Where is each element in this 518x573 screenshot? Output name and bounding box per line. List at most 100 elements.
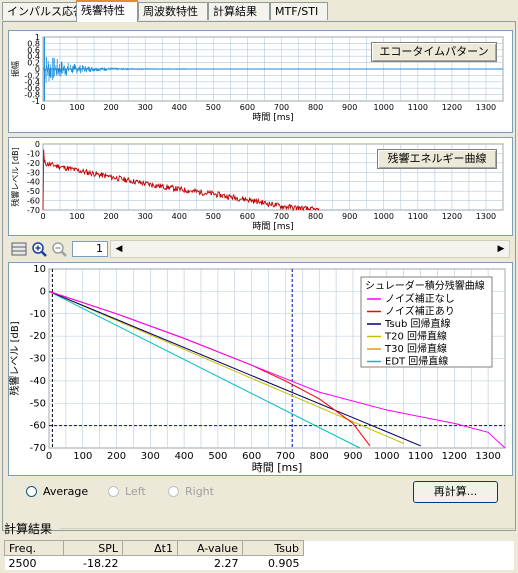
toolbar: 1 ◀ ▶: [8, 239, 513, 259]
recalculate-button[interactable]: 再計算...: [413, 481, 498, 503]
y-tick-label: -60: [30, 421, 46, 432]
scroll-right-icon[interactable]: ▶: [497, 244, 505, 254]
legend-title: シュレーダー積分残響曲線: [365, 279, 485, 292]
x-tick-label: 300: [141, 451, 160, 462]
y-tick-label: -10: [27, 149, 40, 158]
x-tick-label: 1100: [408, 451, 433, 462]
tab-frequency[interactable]: 周波数特性: [138, 2, 208, 20]
x-tick-label: 200: [107, 451, 126, 462]
x-tick-label: 0: [40, 212, 45, 221]
x-tick-label: 300: [138, 212, 153, 221]
tab-bar: インパルス応答 残響特性 周波数特性 計算結果 MTF/STI: [0, 0, 518, 22]
x-tick-label: 0: [46, 451, 52, 462]
x-tick-label: 200: [104, 103, 119, 112]
series-line-4: [48, 290, 404, 444]
header-freq[interactable]: Freq.: [4, 540, 64, 556]
y-axis-label: 振幅: [10, 61, 20, 77]
grid-icon[interactable]: [10, 240, 28, 258]
echo-pattern-button[interactable]: エコータイムパターン: [371, 42, 497, 62]
legend-item-label: ノイズ補正なし: [385, 292, 455, 305]
x-tick-label: 800: [310, 451, 329, 462]
y-tick-label: -40: [30, 376, 46, 387]
x-tick-label: 1200: [442, 451, 467, 462]
tab-impulse-response[interactable]: インパルス応答: [2, 2, 84, 20]
legend-item-label: EDT 回帰直線: [385, 355, 448, 368]
energy-curve-button[interactable]: 残響エネルギー曲線: [377, 149, 497, 169]
header-a-value[interactable]: A-value: [177, 540, 243, 556]
x-tick-label: 700: [274, 103, 289, 112]
y-tick-label: -70: [27, 206, 40, 215]
scroll-left-icon[interactable]: ◀: [115, 244, 123, 254]
y-tick-label: -70: [30, 443, 46, 454]
right-radio[interactable]: Right: [168, 485, 214, 498]
header-tsub[interactable]: Tsub: [242, 540, 304, 556]
y-axis-label: 残響レベル [dB]: [9, 321, 21, 395]
horizontal-scrollbar[interactable]: ◀ ▶: [110, 240, 510, 258]
x-tick-label: 1300: [476, 103, 496, 112]
x-tick-label: 500: [208, 451, 227, 462]
tab-mtf-sti[interactable]: MTF/STI: [270, 2, 328, 20]
energy-series: [42, 149, 320, 212]
zoom-in-icon[interactable]: [30, 240, 48, 258]
echo-series: [43, 57, 187, 83]
results-title: 計算結果: [4, 522, 53, 536]
y-tick-label: 0.2: [27, 59, 40, 68]
x-axis-label: 時間 [ms]: [252, 461, 303, 474]
x-tick-label: 400: [172, 103, 187, 112]
echo-time-panel: 1 0.8 0.6 0.4 0.2 0 -0.2 -0.4 -0.6 -0.8 -1 0 100 200 3…: [8, 30, 513, 133]
average-radio[interactable]: Average: [26, 485, 88, 498]
header-spacer: [303, 540, 514, 556]
tab-reverberation[interactable]: 残響特性: [76, 0, 138, 22]
x-tick-label: 1300: [476, 212, 496, 221]
cell-tsub: 0.905: [242, 555, 304, 570]
y-tick-label: -10: [30, 309, 46, 320]
x-tick-label: 1300: [475, 451, 500, 462]
y-tick-label: -50: [30, 398, 46, 409]
y-tick-label: -30: [27, 168, 40, 177]
x-tick-label: 1100: [408, 212, 428, 221]
x-tick-label: 100: [69, 212, 84, 221]
x-axis-label: 時間 [ms]: [252, 221, 293, 232]
results-divider: [60, 528, 514, 529]
y-axis-label: 残響レベル [dB]: [10, 147, 20, 206]
x-tick-label: 800: [308, 103, 323, 112]
legend-box: [360, 276, 493, 368]
cell-spacer: [303, 555, 514, 570]
cell-a-value: 2.27: [177, 555, 243, 570]
right-label: Right: [185, 485, 214, 498]
x-tick-label: 1200: [442, 212, 462, 221]
series-line-3: [48, 290, 421, 447]
x-tick-label: 100: [73, 451, 92, 462]
x-tick-label: 600: [240, 212, 255, 221]
results-header-row: Freq. SPL Δt1 A-value Tsub: [4, 540, 514, 556]
header-spl[interactable]: SPL: [63, 540, 123, 556]
y-tick-label: 0.4: [27, 52, 40, 61]
results-table: Freq. SPL Δt1 A-value Tsub 2500 -18.22 2…: [4, 540, 514, 570]
y-tick-label: -60: [27, 197, 40, 206]
y-tick-label: 0.6: [27, 46, 40, 55]
y-tick-label: 1: [35, 33, 40, 42]
x-tick-label: 900: [342, 212, 357, 221]
x-tick-label: 200: [104, 212, 119, 221]
table-row[interactable]: 2500 -18.22 2.27 0.905: [4, 555, 514, 570]
left-radio[interactable]: Left: [108, 485, 146, 498]
page-number-input[interactable]: 1: [72, 241, 108, 257]
tab-results[interactable]: 計算結果: [208, 2, 270, 20]
y-tick-label: 0: [40, 286, 46, 297]
y-tick-label: -50: [27, 187, 40, 196]
y-tick-label: -1: [32, 97, 40, 106]
legend-item-label: T20 回帰直線: [384, 330, 447, 343]
x-tick-label: 500: [206, 212, 221, 221]
series-line-1: [48, 290, 506, 449]
x-tick-label: 1000: [374, 103, 394, 112]
x-axis-label: 時間 [ms]: [252, 112, 293, 123]
x-tick-label: 600: [242, 451, 261, 462]
x-tick-label: 400: [175, 451, 194, 462]
header-dt1[interactable]: Δt1: [122, 540, 178, 556]
x-tick-label: 900: [342, 103, 357, 112]
x-tick-label: 900: [343, 451, 362, 462]
zoom-out-icon[interactable]: [50, 240, 68, 258]
x-tick-label: 300: [138, 103, 153, 112]
y-tick-label: -0.2: [24, 71, 40, 80]
energy-panel: 0 -10 -20 -30 -40 -50 -60 -70 0 100 200 300 400 500 60…: [8, 137, 513, 236]
